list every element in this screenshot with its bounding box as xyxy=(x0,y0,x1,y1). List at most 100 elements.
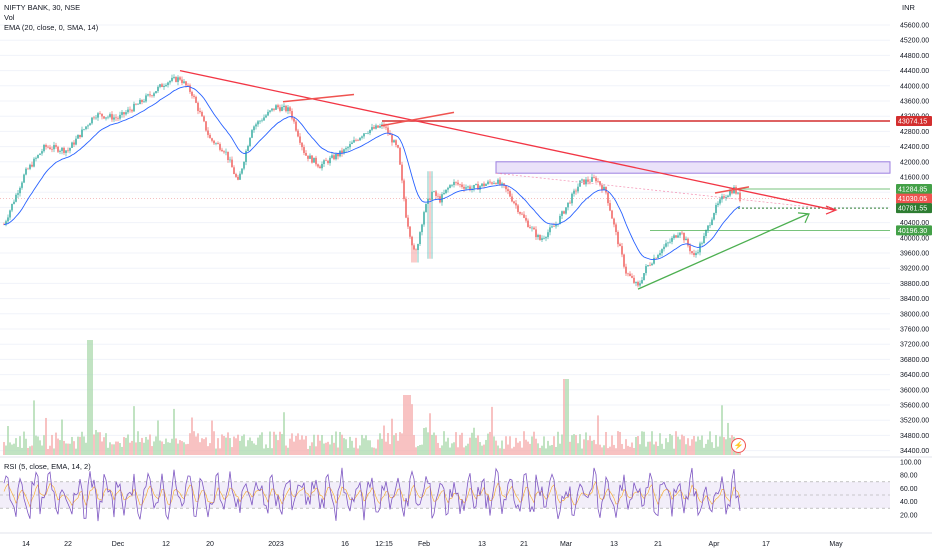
candle-body xyxy=(313,157,315,163)
candle-body xyxy=(457,182,459,185)
volume-bar xyxy=(113,444,115,455)
volume-bar xyxy=(221,434,223,455)
volume-bar xyxy=(139,442,141,455)
candle-body xyxy=(705,230,707,237)
candle-body xyxy=(479,186,481,190)
candle-body xyxy=(663,246,665,250)
candle-body xyxy=(375,125,377,129)
candle-body xyxy=(683,232,685,241)
volume-bar xyxy=(269,431,271,455)
volume-bar xyxy=(29,446,31,455)
candle-body xyxy=(673,235,675,239)
rsi-legend[interactable]: RSI (5, close, EMA, 14, 2) xyxy=(4,462,91,471)
volume-bar xyxy=(437,442,439,455)
price-tick-label: 44000.00 xyxy=(900,83,929,90)
volume-bar xyxy=(97,432,99,455)
volume-bar xyxy=(557,431,559,455)
candle-body xyxy=(73,142,75,145)
candle-body xyxy=(201,112,203,117)
time-tick-label: 12:15 xyxy=(375,541,393,548)
volume-bar xyxy=(713,447,715,455)
volume-bar xyxy=(15,438,17,455)
candle-body xyxy=(77,134,79,139)
volume-bar xyxy=(55,432,57,455)
candle-body xyxy=(255,124,257,127)
volume-bar xyxy=(433,432,435,455)
candle-body xyxy=(435,191,437,196)
volume-bar xyxy=(613,444,615,455)
volume-bar xyxy=(79,436,81,455)
volume-bar xyxy=(315,446,317,455)
volume-bar xyxy=(201,438,203,455)
volume-bar xyxy=(513,446,515,455)
volume-bar xyxy=(549,445,551,455)
volume-bar xyxy=(37,436,39,455)
volume-bar xyxy=(277,440,279,455)
volume-bar xyxy=(405,395,407,455)
volume-bar xyxy=(667,442,669,455)
candle-body xyxy=(261,120,263,122)
candle-body xyxy=(265,115,267,118)
lightning-icon[interactable]: ⚡ xyxy=(731,438,746,453)
candle-body xyxy=(687,238,689,246)
candle-body xyxy=(183,81,185,83)
candle-body xyxy=(99,113,101,114)
candle-body xyxy=(417,244,419,251)
candle-body xyxy=(619,244,621,247)
volume-bar xyxy=(533,431,535,455)
candle-body xyxy=(509,191,511,197)
volume-bar xyxy=(349,436,351,455)
volume-bar xyxy=(451,443,453,455)
candle-body xyxy=(19,187,21,194)
volume-bar xyxy=(447,437,449,455)
candle-body xyxy=(245,151,247,162)
volume-bar xyxy=(411,404,413,455)
volume-bar xyxy=(495,440,497,455)
candle-body xyxy=(181,79,183,83)
candle-body xyxy=(551,226,553,228)
candle-body xyxy=(495,183,497,184)
volume-legend[interactable]: Vol xyxy=(4,13,15,22)
volume-bar xyxy=(93,434,95,455)
touch-mark-3 xyxy=(714,186,750,194)
candle-body xyxy=(685,238,687,241)
candle-body xyxy=(515,203,517,206)
lower-green-price-tag-text: 40196.30 xyxy=(898,228,927,235)
ema-legend[interactable]: EMA (20, close, 0, SMA, 14) xyxy=(4,23,99,32)
volume-bar xyxy=(257,437,259,455)
symbol-title[interactable]: NIFTY BANK, 30, NSE xyxy=(4,3,81,12)
volume-bar xyxy=(191,417,193,455)
volume-bar xyxy=(505,436,507,455)
volume-bar xyxy=(303,439,305,455)
candle-body xyxy=(455,181,457,183)
volume-bar xyxy=(687,438,689,455)
volume-bar xyxy=(131,440,133,455)
volume-bar xyxy=(403,395,405,455)
candle-body xyxy=(449,185,451,188)
volume-bar xyxy=(619,431,621,455)
ema-price-tag-text: 40781.55 xyxy=(898,206,927,213)
volume-bar xyxy=(725,439,727,455)
volume-bar xyxy=(31,445,33,455)
candle-body xyxy=(93,117,95,119)
volume-bar xyxy=(643,431,645,455)
volume-bar xyxy=(249,437,251,455)
volume-bar xyxy=(529,443,531,455)
volume-bar xyxy=(247,440,249,455)
volume-bar xyxy=(27,447,29,455)
candle-body xyxy=(595,177,597,182)
candle-body xyxy=(295,121,297,131)
candle-body xyxy=(283,105,285,108)
volume-bar xyxy=(609,446,611,455)
volume-bar xyxy=(33,400,35,455)
volume-bar xyxy=(657,445,659,455)
volume-bar xyxy=(125,437,127,455)
volume-bar xyxy=(649,441,651,455)
volume-bar xyxy=(389,444,391,455)
candle-body xyxy=(125,112,127,115)
volume-bar xyxy=(311,442,313,455)
volume-bar xyxy=(409,395,411,455)
price-tick-label: 42400.00 xyxy=(900,144,929,151)
